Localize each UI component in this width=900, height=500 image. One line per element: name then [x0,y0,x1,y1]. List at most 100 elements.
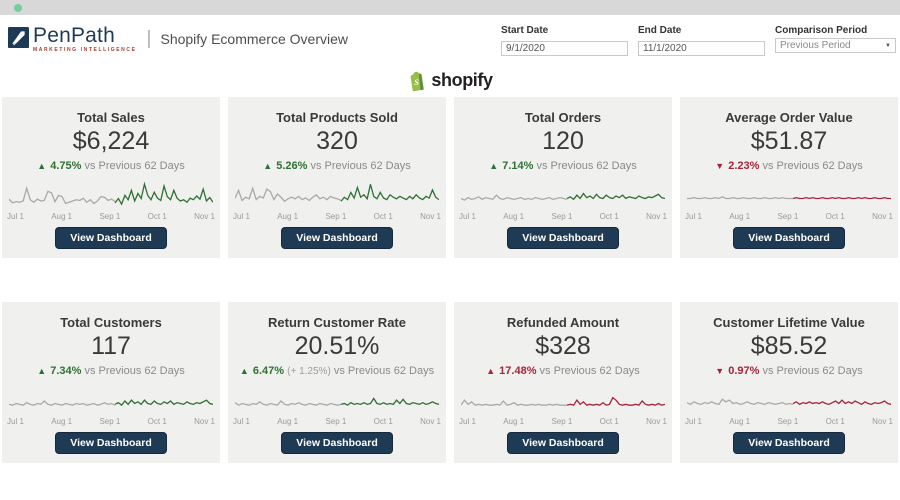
delta-secondary: (+ 1.25%) [287,366,331,377]
comparison-period-select[interactable]: Previous Period ▼ [775,38,896,53]
svg-text:S: S [414,76,419,86]
trend-arrow-icon: ▼ [715,161,725,171]
start-date-input[interactable] [501,41,628,56]
delta-percent: 5.26% [276,160,308,172]
axis-label: Nov 1 [194,417,215,426]
start-date-label: Start Date [501,25,549,36]
view-dashboard-button[interactable]: View Dashboard [281,432,393,454]
delta-suffix: vs Previous 62 Days [84,160,185,172]
card-value: 320 [316,127,358,155]
axis-label: Oct 1 [373,212,393,221]
sparkline-axis: Jul 1 Aug 1 Sep 1 Oct 1 Nov 1 [680,212,898,221]
trend-arrow-icon: ▼ [715,366,725,376]
axis-label: Sep 1 [777,212,799,221]
delta-percent: 0.97% [728,365,760,377]
title-separator: | [146,28,152,49]
delta-direction: ▲ 6.47% [240,365,284,377]
chevron-down-icon: ▼ [885,42,891,49]
axis-label: Sep 1 [551,212,573,221]
axis-label: Nov 1 [646,212,667,221]
view-dashboard-button[interactable]: View Dashboard [733,227,845,249]
trend-arrow-icon: ▲ [489,161,499,171]
card-title: Average Order Value [725,110,853,125]
comparison-period-filter: Comparison Period Previous Period ▼ [775,25,896,56]
view-dashboard-button[interactable]: View Dashboard [55,432,167,454]
shopify-bag-icon: S [410,71,425,91]
end-date-filter: End Date [638,25,765,56]
card-title: Refunded Amount [506,315,620,330]
brand-text: PenPath MARKETING INTELLIGENCE [33,25,137,53]
trend-arrow-icon: ▲ [37,161,47,171]
axis-label: Jul 1 [685,417,702,426]
axis-label: Sep 1 [99,417,121,426]
sparkline-axis: Jul 1 Aug 1 Sep 1 Oct 1 Nov 1 [454,212,672,221]
card-delta: ▼ 0.97% vs Previous 62 Days [680,365,898,377]
axis-label: Oct 1 [825,212,845,221]
comparison-period-value: Previous Period [780,40,851,51]
axis-label: Jul 1 [685,212,702,221]
sparkline-axis: Jul 1 Aug 1 Sep 1 Oct 1 Nov 1 [454,417,672,426]
card-title: Total Orders [524,110,602,125]
kpi-card-average-order-value: Average Order Value $51.87 ▼ 2.23% vs Pr… [680,97,898,258]
kpi-card-customer-lifetime-value: Customer Lifetime Value $85.52 ▼ 0.97% v… [680,302,898,463]
delta-suffix: vs Previous 62 Days [536,160,637,172]
card-value: 120 [542,127,584,155]
sparkline-axis: Jul 1 Aug 1 Sep 1 Oct 1 Nov 1 [228,212,446,221]
delta-percent: 7.34% [50,365,82,377]
card-delta: ▲ 7.14% vs Previous 62 Days [454,160,672,172]
window-titlebar [0,0,900,15]
penpath-logo-icon [8,27,29,48]
view-dashboard-button[interactable]: View Dashboard [55,227,167,249]
card-delta: ▲ 17.48% vs Previous 62 Days [454,365,672,377]
card-title: Return Customer Rate [268,315,406,330]
brand-subtitle: MARKETING INTELLIGENCE [33,47,137,53]
axis-label: Oct 1 [599,212,619,221]
card-delta: ▲ 6.47% (+ 1.25%) vs Previous 62 Days [228,365,446,377]
axis-label: Aug 1 [277,417,299,426]
sparkline-chart [461,181,665,211]
axis-label: Oct 1 [599,417,619,426]
card-title: Total Customers [60,315,162,330]
view-dashboard-button[interactable]: View Dashboard [507,227,619,249]
axis-label: Aug 1 [51,417,73,426]
kpi-card-total-orders: Total Orders 120 ▲ 7.14% vs Previous 62 … [454,97,672,258]
delta-percent: 2.23% [728,160,760,172]
sparkline-axis: Jul 1 Aug 1 Sep 1 Oct 1 Nov 1 [680,417,898,426]
sparkline-chart [235,181,439,211]
view-dashboard-button[interactable]: View Dashboard [507,432,619,454]
sparkline-chart [9,181,213,211]
trend-arrow-icon: ▲ [37,366,47,376]
view-dashboard-button[interactable]: View Dashboard [281,227,393,249]
penpath-logo: PenPath MARKETING INTELLIGENCE [8,25,137,53]
delta-direction: ▼ 0.97% [715,365,759,377]
axis-label: Jul 1 [459,212,476,221]
trend-arrow-icon: ▲ [239,366,249,376]
card-value: $6,224 [72,127,150,155]
card-delta: ▲ 4.75% vs Previous 62 Days [2,160,220,172]
axis-label: Oct 1 [373,417,393,426]
axis-label: Aug 1 [51,212,73,221]
card-delta: ▲ 7.34% vs Previous 62 Days [2,365,220,377]
axis-label: Sep 1 [99,212,121,221]
axis-label: Oct 1 [147,212,167,221]
page-title: Shopify Ecommerce Overview [160,31,348,47]
delta-percent: 7.14% [502,160,534,172]
delta-direction: ▼ 2.23% [715,160,759,172]
delta-suffix: vs Previous 62 Days [310,160,411,172]
axis-label: Jul 1 [7,212,24,221]
axis-label: Jul 1 [233,212,250,221]
axis-label: Sep 1 [777,417,799,426]
end-date-label: End Date [638,25,682,36]
end-date-input[interactable] [638,41,765,56]
view-dashboard-button[interactable]: View Dashboard [733,432,845,454]
axis-label: Aug 1 [729,417,751,426]
kpi-card-total-products-sold: Total Products Sold 320 ▲ 5.26% vs Previ… [228,97,446,258]
axis-label: Oct 1 [147,417,167,426]
kpi-card-total-customers: Total Customers 117 ▲ 7.34% vs Previous … [2,302,220,463]
axis-label: Sep 1 [325,417,347,426]
delta-suffix: vs Previous 62 Days [539,365,640,377]
axis-label: Oct 1 [825,417,845,426]
card-value: 20.51% [294,332,380,360]
delta-direction: ▲ 7.14% [489,160,533,172]
axis-label: Nov 1 [194,212,215,221]
